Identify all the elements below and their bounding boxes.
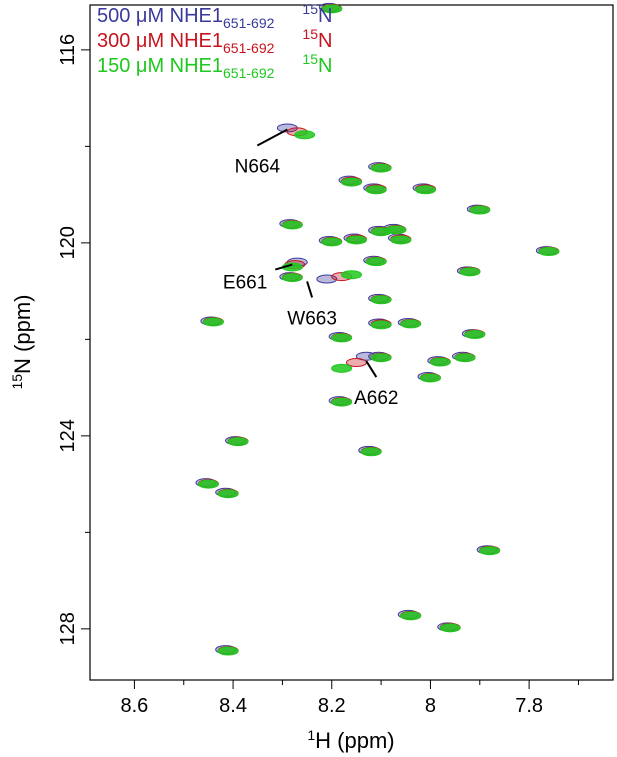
- peak: [459, 267, 481, 277]
- y-tick-label: 124: [57, 419, 79, 452]
- peak: [400, 319, 422, 329]
- peak: [538, 247, 560, 257]
- peak: [390, 235, 412, 245]
- peak: [439, 623, 461, 633]
- legend-sub: 651-692: [223, 15, 275, 31]
- peak: [370, 163, 392, 173]
- annotation: A662: [354, 388, 398, 409]
- x-label-text: H (ppm): [315, 728, 394, 753]
- peak: [217, 646, 239, 656]
- peak: [469, 205, 491, 215]
- peak: [345, 235, 367, 245]
- legend-sup: 15: [302, 51, 318, 67]
- legend-sub: 651-692: [223, 65, 275, 81]
- peak: [227, 437, 249, 447]
- x-tick-label: 8.4: [219, 695, 247, 717]
- peak: [429, 357, 451, 367]
- y-tick-label: 116: [57, 34, 79, 66]
- legend-sup: 15: [302, 26, 318, 42]
- legend-tail: N: [318, 30, 332, 52]
- peak: [400, 611, 422, 621]
- legend-sub: 651-692: [223, 40, 275, 56]
- annotation-leader: [306, 281, 314, 298]
- annotation-leader: [365, 360, 378, 378]
- y-tick-label: 120: [57, 226, 79, 259]
- peak: [281, 273, 303, 283]
- x-tick-label: 7.8: [515, 695, 543, 717]
- y-label-sup: 15: [9, 374, 25, 390]
- y-axis-label: 15N (ppm): [9, 294, 35, 389]
- annotation-leader: [275, 263, 293, 271]
- peak: [454, 353, 476, 363]
- peak: [464, 330, 486, 340]
- y-tick-label: 128: [57, 612, 79, 645]
- legend-sup: 15: [302, 1, 318, 17]
- peak: [365, 185, 387, 195]
- peak: [385, 225, 407, 235]
- x-tick-label: 8.2: [318, 695, 346, 717]
- plot-frame: [89, 4, 614, 681]
- y-label-text: N (ppm): [10, 294, 35, 373]
- peak: [331, 397, 353, 407]
- peak: [419, 373, 441, 383]
- peak: [331, 363, 353, 373]
- legend-entry: 500 μM NHE1651-692 15N: [97, 1, 332, 31]
- peak: [281, 220, 303, 230]
- peak: [370, 295, 392, 305]
- annotation: W663: [287, 308, 337, 329]
- legend-tail: N: [318, 55, 332, 77]
- annotation: E661: [223, 272, 267, 293]
- peak: [370, 320, 392, 330]
- peak: [365, 257, 387, 267]
- legend-entry: 300 μM NHE1651-692 15N: [97, 26, 332, 56]
- peak: [217, 489, 239, 499]
- x-tick-label: 8: [425, 695, 436, 717]
- peak: [331, 333, 353, 343]
- peak: [370, 353, 392, 363]
- peak: [321, 237, 343, 247]
- annotation: N664: [235, 156, 281, 177]
- x-label-sup: 1: [307, 727, 315, 743]
- legend-tail: N: [318, 5, 332, 27]
- annotation-leader: [256, 128, 288, 147]
- peak: [415, 185, 437, 195]
- x-tick-label: 8.6: [120, 695, 148, 717]
- peak: [479, 546, 501, 556]
- legend-entry: 150 μM NHE1651-692 15N: [97, 51, 332, 81]
- peak: [341, 270, 362, 280]
- peak: [202, 317, 224, 327]
- legend-name: 500 μM NHE1: [97, 5, 223, 27]
- peak: [197, 479, 219, 489]
- peak: [360, 447, 382, 457]
- peak: [321, 4, 343, 14]
- peak: [341, 177, 362, 187]
- legend-name: 150 μM NHE1: [97, 55, 223, 77]
- legend-name: 300 μM NHE1: [97, 30, 223, 52]
- peak: [294, 130, 316, 140]
- x-axis-label: 1H (ppm): [307, 727, 394, 753]
